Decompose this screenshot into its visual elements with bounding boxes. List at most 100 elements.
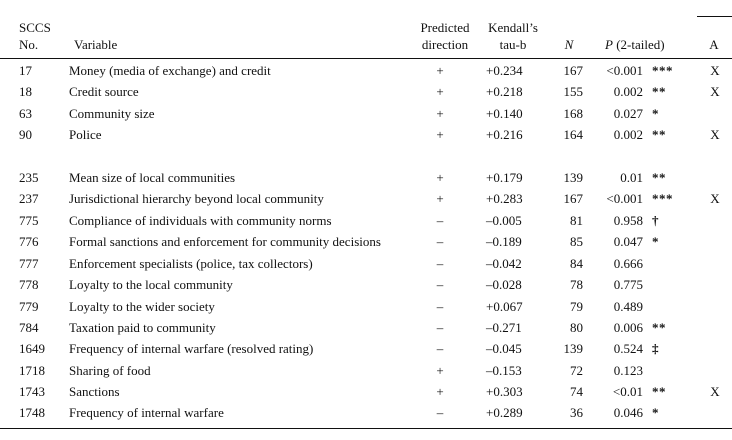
cell-sccs: 235 (19, 170, 39, 185)
table-row: 1748 Frequency of internal warfare – +0.289… (0, 402, 732, 423)
cell-p: 0.01 (620, 170, 643, 185)
cell-p: 0.046 (613, 405, 643, 420)
cell-p: 0.027 (613, 106, 643, 121)
cell-variable: Sanctions (69, 384, 120, 399)
cell-variable: Frequency of internal warfare (69, 405, 224, 420)
cell-significance: ** (652, 384, 666, 399)
table-row: 237 Jurisdictional hierarchy beyond local… (0, 188, 732, 209)
cell-variable: Loyalty to the wider society (69, 299, 215, 314)
cell-variable: Formal sanctions and enforcement for com… (69, 234, 381, 249)
cell-significance: ** (652, 127, 666, 142)
header-direction: direction (421, 37, 469, 52)
table-row: 775 Compliance of individuals with commun… (0, 210, 732, 231)
cell-direction: – (436, 256, 444, 271)
cell-a: X (710, 384, 720, 399)
cell-n: 139 (563, 170, 584, 185)
cell-tau: +0.216 (486, 127, 523, 142)
cell-variable: Loyalty to the local community (69, 277, 233, 292)
table-row: 235 Mean size of local communities + +0.179… (0, 167, 732, 188)
cell-significance: * (652, 234, 659, 249)
cell-tau: –0.005 (486, 213, 522, 228)
cell-variable: Taxation paid to community (69, 320, 216, 335)
cell-tau: –0.028 (486, 277, 522, 292)
cell-sccs: 776 (19, 234, 39, 249)
cell-variable: Compliance of individuals with community… (69, 213, 332, 228)
table-row: 1718 Sharing of food + –0.153 72 0.123 (0, 360, 732, 381)
cell-n: 80 (570, 320, 583, 335)
table-row: 1649 Frequency of internal warfare (resol… (0, 338, 732, 359)
cell-variable: Mean size of local communities (69, 170, 236, 185)
cell-n: 36 (570, 405, 583, 420)
cell-n: 81 (570, 213, 583, 228)
table-row: 18 Credit source + +0.218 155 0.002 ** X (0, 81, 732, 102)
cell-significance: * (652, 106, 659, 121)
cell-variable: Money (media of exchange) and credit (69, 63, 271, 78)
cell-significance: * (652, 405, 659, 420)
header-predicted: Predicted (420, 20, 470, 35)
cell-variable: Credit source (69, 84, 139, 99)
table-row: 777 Enforcement specialists (police, tax … (0, 253, 732, 274)
cell-p: 0.047 (613, 234, 643, 249)
cell-tau: –0.271 (486, 320, 522, 335)
cell-tau: –0.045 (486, 341, 522, 356)
cell-significance: *** (652, 191, 673, 206)
cell-n: 79 (570, 299, 583, 314)
cell-p: <0.001 (606, 191, 643, 206)
cell-sccs: 237 (19, 191, 39, 206)
header-no: No. (19, 37, 39, 52)
cell-direction: + (436, 84, 444, 99)
cell-n: 85 (570, 234, 583, 249)
cell-direction: + (436, 106, 444, 121)
table-row: 784 Taxation paid to community – –0.271 80 0.… (0, 317, 732, 338)
cell-tau: +0.303 (486, 384, 523, 399)
cell-variable: Frequency of internal warfare (resolved … (69, 341, 314, 356)
cell-sccs: 17 (19, 63, 32, 78)
cell-p: 0.666 (613, 256, 643, 271)
cell-direction: – (436, 213, 444, 228)
cell-sccs: 1718 (19, 363, 45, 378)
cell-p: 0.002 (613, 127, 643, 142)
cell-significance: † (652, 213, 659, 228)
cell-p: 0.775 (613, 277, 643, 292)
table-row: 778 Loyalty to the local community – –0.028… (0, 274, 732, 295)
cell-n: 167 (563, 191, 584, 206)
table-row: 779 Loyalty to the wider society – +0.067 79… (0, 296, 732, 317)
table-row: 63 Community size + +0.140 168 0.027 * (0, 103, 732, 124)
header-a: A (709, 37, 719, 52)
table-row: 1743 Sanctions + +0.303 74 <0.01 ** X (0, 381, 732, 402)
cell-tau: +0.140 (486, 106, 523, 121)
table-bottom-rule (0, 428, 732, 429)
cell-p: 0.958 (613, 213, 643, 228)
header-n: N (564, 37, 574, 52)
table-row: 776 Formal sanctions and enforcement for … (0, 231, 732, 252)
cell-sccs: 1649 (19, 341, 45, 356)
cell-n: 167 (563, 63, 584, 78)
cell-a: X (710, 84, 720, 99)
cell-direction: – (436, 234, 444, 249)
header-sccs: SCCS (19, 20, 51, 35)
cell-sccs: 777 (19, 256, 39, 271)
cell-direction: + (436, 127, 444, 142)
cell-n: 168 (563, 106, 584, 121)
cell-direction: + (436, 170, 444, 185)
cell-tau: +0.289 (486, 405, 523, 420)
cell-direction: – (436, 320, 444, 335)
cell-p: 0.123 (613, 363, 643, 378)
cell-significance: ** (652, 320, 666, 335)
cell-a: X (710, 63, 720, 78)
cell-n: 78 (570, 277, 583, 292)
cell-a: X (710, 191, 720, 206)
cell-n: 164 (563, 127, 584, 142)
table-row: 17 Money (media of exchange) and credit + +… (0, 60, 732, 81)
cell-p: 0.006 (613, 320, 643, 335)
header-p-letter: P (605, 37, 613, 52)
cell-sccs: 775 (19, 213, 39, 228)
cell-p: 0.489 (613, 299, 643, 314)
cell-variable: Enforcement specialists (police, tax col… (69, 256, 313, 271)
header-tau-b: tau-b (499, 37, 527, 52)
cell-sccs: 90 (19, 127, 32, 142)
cell-significance: ** (652, 170, 666, 185)
cell-n: 139 (563, 341, 584, 356)
cell-tau: –0.153 (486, 363, 522, 378)
